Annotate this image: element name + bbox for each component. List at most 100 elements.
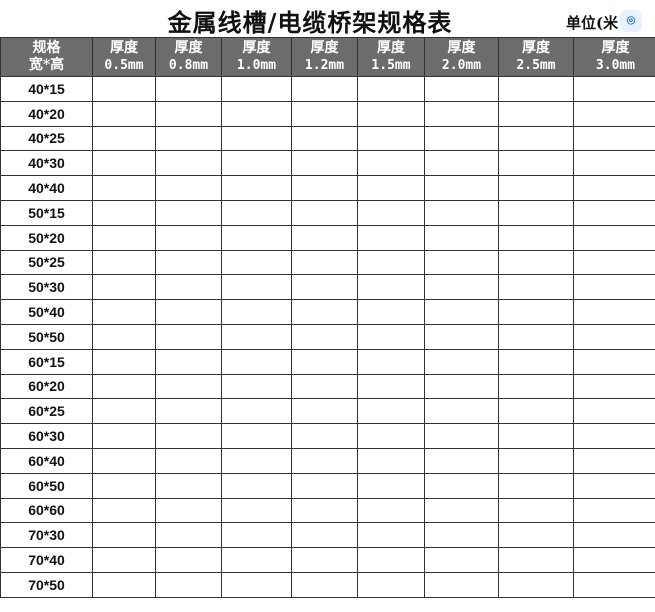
spec-cell[interactable]: 60*25 [0,398,93,425]
value-cell[interactable] [498,199,574,226]
value-cell[interactable] [155,522,222,549]
value-cell[interactable] [424,398,499,425]
value-cell[interactable] [155,398,222,425]
value-cell[interactable] [357,274,425,301]
value-cell[interactable] [291,423,358,449]
value-cell[interactable] [155,150,222,177]
spec-cell[interactable]: 40*25 [0,125,93,152]
value-cell[interactable] [92,274,156,301]
value-cell[interactable] [498,447,574,474]
value-cell[interactable] [291,125,358,152]
value-cell[interactable] [498,571,574,598]
value-cell[interactable] [92,249,156,276]
value-cell[interactable] [92,199,156,226]
value-cell[interactable] [498,323,574,350]
spec-cell[interactable]: 60*20 [0,373,93,400]
value-cell[interactable] [573,522,655,549]
value-cell[interactable] [357,175,425,201]
value-cell[interactable] [291,323,358,350]
value-cell[interactable] [92,423,156,449]
value-cell[interactable] [155,547,222,573]
value-cell[interactable] [573,299,655,325]
value-cell[interactable] [424,175,499,201]
value-cell[interactable] [424,522,499,549]
value-cell[interactable] [573,100,655,127]
value-cell[interactable] [221,100,292,127]
value-cell[interactable] [155,175,222,201]
value-cell[interactable] [291,497,358,524]
value-cell[interactable] [221,398,292,425]
value-cell[interactable] [221,447,292,474]
value-cell[interactable] [155,497,222,524]
value-cell[interactable] [291,76,358,102]
value-cell[interactable] [573,76,655,102]
value-cell[interactable] [357,76,425,102]
value-cell[interactable] [357,100,425,127]
value-cell[interactable] [573,224,655,251]
value-cell[interactable] [573,423,655,449]
value-cell[interactable] [155,472,222,499]
value-cell[interactable] [498,125,574,152]
value-cell[interactable] [357,373,425,400]
value-cell[interactable] [155,125,222,152]
value-cell[interactable] [92,150,156,177]
value-cell[interactable] [92,373,156,400]
value-cell[interactable] [291,224,358,251]
value-cell[interactable] [221,323,292,350]
value-cell[interactable] [498,249,574,276]
value-cell[interactable] [424,249,499,276]
value-cell[interactable] [498,150,574,177]
value-cell[interactable] [155,299,222,325]
value-cell[interactable] [424,373,499,400]
spec-cell[interactable]: 50*15 [0,199,93,226]
value-cell[interactable] [424,125,499,152]
value-cell[interactable] [424,274,499,301]
value-cell[interactable] [291,199,358,226]
value-cell[interactable] [357,423,425,449]
value-cell[interactable] [573,398,655,425]
spec-cell[interactable]: 60*15 [0,348,93,375]
value-cell[interactable] [424,547,499,573]
value-cell[interactable] [498,472,574,499]
value-cell[interactable] [92,497,156,524]
value-cell[interactable] [221,199,292,226]
value-cell[interactable] [498,175,574,201]
value-cell[interactable] [424,224,499,251]
value-cell[interactable] [573,175,655,201]
value-cell[interactable] [291,522,358,549]
value-cell[interactable] [155,100,222,127]
value-cell[interactable] [92,348,156,375]
value-cell[interactable] [498,547,574,573]
value-cell[interactable] [498,522,574,549]
value-cell[interactable] [573,571,655,598]
value-cell[interactable] [291,398,358,425]
spec-cell[interactable]: 70*30 [0,522,93,549]
value-cell[interactable] [155,76,222,102]
value-cell[interactable] [221,76,292,102]
value-cell[interactable] [221,373,292,400]
spec-cell[interactable]: 50*50 [0,323,93,350]
spec-cell[interactable]: 70*40 [0,547,93,573]
value-cell[interactable] [498,100,574,127]
spec-cell[interactable]: 50*25 [0,249,93,276]
value-cell[interactable] [291,547,358,573]
spec-cell[interactable]: 60*40 [0,447,93,474]
value-cell[interactable] [291,373,358,400]
spec-cell[interactable]: 40*20 [0,100,93,127]
value-cell[interactable] [221,125,292,152]
spec-cell[interactable]: 50*30 [0,274,93,301]
value-cell[interactable] [221,423,292,449]
value-cell[interactable] [573,497,655,524]
value-cell[interactable] [92,547,156,573]
value-cell[interactable] [92,76,156,102]
spec-cell[interactable]: 40*30 [0,150,93,177]
value-cell[interactable] [92,100,156,127]
value-cell[interactable] [498,398,574,425]
value-cell[interactable] [92,175,156,201]
value-cell[interactable] [498,497,574,524]
value-cell[interactable] [357,348,425,375]
value-cell[interactable] [357,472,425,499]
value-cell[interactable] [424,472,499,499]
value-cell[interactable] [155,373,222,400]
value-cell[interactable] [221,472,292,499]
